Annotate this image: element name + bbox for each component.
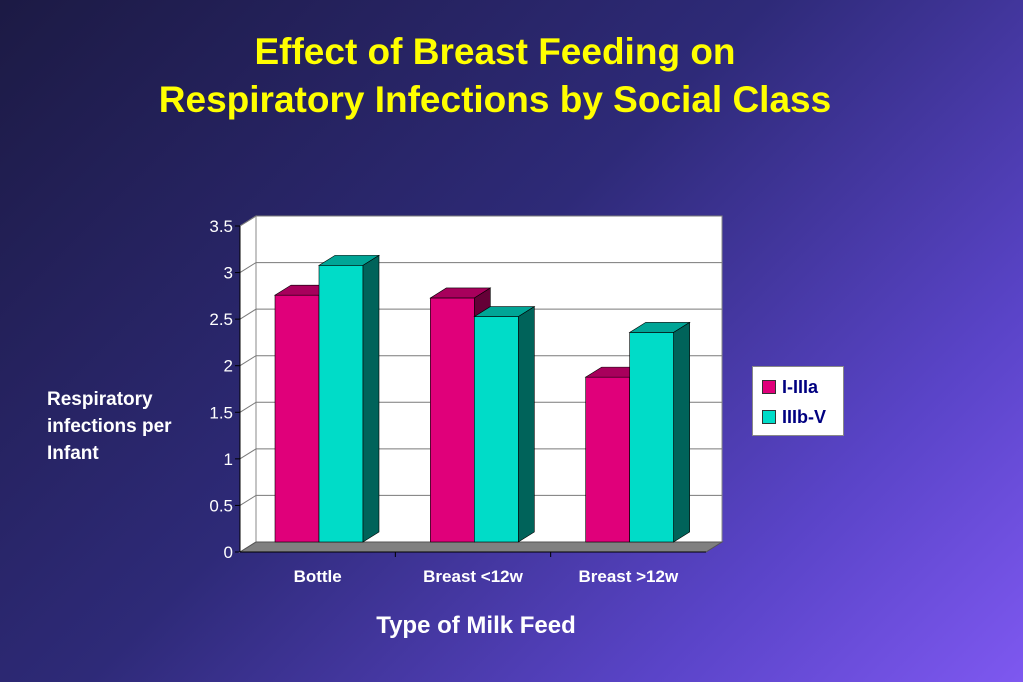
plot-side-wall: [239, 215, 257, 553]
x-tick-label: Breast >12w: [578, 567, 678, 586]
legend: I-IIIa IIIb-V: [752, 366, 844, 436]
gridline: [239, 308, 722, 320]
legend-label-series-1: I-IIIa: [782, 376, 819, 397]
bar-2-3: [629, 332, 674, 543]
y-tick-label: 3: [224, 264, 233, 283]
bar-1-2: [430, 297, 475, 543]
bar-1-3: [585, 376, 630, 543]
y-tick-label: 1.5: [209, 403, 233, 422]
chart-title: Effect of Breast Feeding on Respiratory …: [0, 28, 990, 124]
legend-swatch-series-2: [762, 410, 776, 424]
legend-item-series-1: I-IIIa: [762, 376, 818, 398]
y-tick-label: 3.5: [209, 217, 233, 236]
gridline: [239, 262, 722, 273]
y-tick-label: 0: [224, 543, 233, 562]
y-tick-label: 0.5: [209, 496, 233, 515]
bar-1-1: [274, 294, 320, 543]
gridline: [239, 215, 722, 227]
x-tick-label: Bottle: [294, 567, 342, 586]
legend-swatch-series-1: [762, 380, 776, 394]
bar-side-2-2: [518, 306, 535, 543]
y-tick-label: 2.5: [209, 310, 233, 329]
title-line-1: Effect of Breast Feeding on: [254, 31, 736, 72]
bar-2-2: [474, 316, 519, 543]
gridline: [239, 494, 722, 506]
x-axis-label: Type of Milk Feed: [376, 612, 576, 639]
plot-floor: [238, 541, 724, 553]
title-line-2: Respiratory Infections by Social Class: [158, 79, 832, 120]
y-tick-label: 1: [224, 450, 233, 469]
bar-side-2-3: [673, 321, 690, 543]
gridline: [239, 448, 722, 460]
bar-side-2-1: [362, 254, 380, 543]
bar-2-1: [318, 265, 364, 543]
x-tick-label: Breast <12w: [423, 567, 523, 586]
gridline: [239, 355, 722, 367]
legend-item-series-2: IIIb-V: [762, 406, 826, 428]
gridline: [239, 401, 722, 413]
y-tick-label: 2: [224, 357, 233, 376]
legend-label-series-2: IIIb-V: [782, 406, 826, 427]
y-axis-label: Respiratory infections per Infant: [47, 389, 172, 464]
